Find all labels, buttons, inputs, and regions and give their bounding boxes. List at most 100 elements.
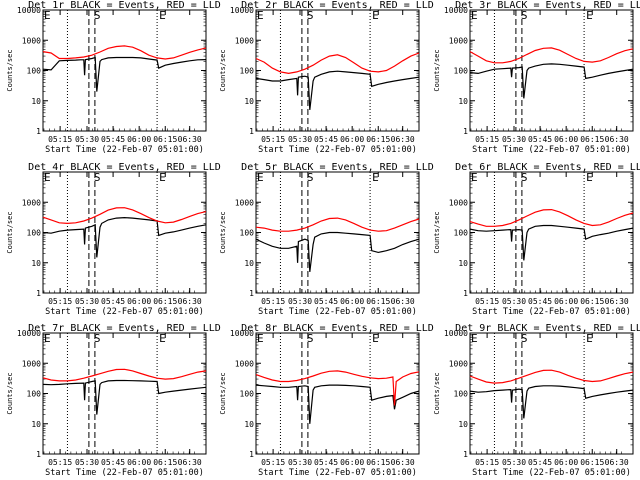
x-tick-label: 06:00 [127,458,151,467]
y-tick-label: 100 [27,67,42,76]
marker-label: E [586,9,593,22]
y-tick-label: 1000 [22,36,41,45]
x-tick-label: 06:30 [605,458,629,467]
marker-label: S [521,332,528,345]
y-tick-label: 1 [249,289,254,298]
x-tick-label: 06:30 [178,458,202,467]
marker-label: E [257,171,264,184]
x-tick-label: 06:30 [391,458,415,467]
y-tick-label: 1 [463,450,468,459]
x-tick-label: 05:30 [288,297,312,306]
x-tick-label: 06:30 [178,135,202,144]
x-tick-label: 05:15 [48,297,72,306]
x-tick-label: 06:15 [366,297,390,306]
y-tick-label: 100 [454,390,469,399]
y-tick-label: 10000 [17,329,41,338]
y-tick-label: 10 [458,259,468,268]
y-tick-label: 1000 [235,359,254,368]
marker-label: S [94,332,101,345]
x-tick-label: 05:45 [528,135,552,144]
x-tick-label: 05:15 [475,135,499,144]
y-tick-label: 10 [244,420,254,429]
x-tick-label: 05:15 [475,297,499,306]
lld-series-line [255,52,420,75]
x-tick-label: 06:15 [366,135,390,144]
x-tick-label: 05:15 [261,458,285,467]
marker-label: E [471,9,478,22]
y-tick-label: 1000 [449,36,468,45]
marker-label: E [257,9,264,22]
panel-title: Det 7r BLACK = Events, RED = LLD [28,323,221,334]
events-series-line [42,216,207,258]
x-tick-label: 06:30 [605,297,629,306]
x-tick-label: 05:45 [101,297,125,306]
marker-label: S [521,9,528,22]
x-tick-label: 06:00 [554,458,578,467]
x-tick-label: 06:00 [127,297,151,306]
x-tick-label: 05:30 [288,458,312,467]
y-tick-label: 100 [27,390,42,399]
y-tick-label: 10000 [17,6,41,15]
x-axis-label: Start Time (22-Feb-07 05:01:00) [258,468,417,478]
x-tick-label: 06:15 [153,297,177,306]
panel-det-7: Det 7r BLACK = Events, RED = LLD10000100… [6,323,221,478]
marker-label: E [372,9,379,22]
y-axis-label: Counts/sec [219,49,227,91]
panel-det-3: Det 3r BLACK = Events, RED = LLD10000100… [433,0,640,155]
lld-series-line [42,368,207,382]
panel-title: Det 4r BLACK = Events, RED = LLD [28,162,221,173]
x-tick-label: 06:00 [340,458,364,467]
x-axis-label: Start Time (22-Feb-07 05:01:00) [45,307,204,317]
y-axis-label: Counts/sec [6,211,14,253]
marker-label: E [159,332,166,345]
y-tick-label: 1000 [235,36,254,45]
panel-title: Det 6r BLACK = Events, RED = LLD [455,162,640,173]
x-axis-label: Start Time (22-Feb-07 05:01:00) [472,468,631,478]
x-tick-label: 05:30 [502,458,526,467]
marker-label: E [257,332,264,345]
x-tick-label: 06:15 [580,135,604,144]
y-tick-label: 10000 [230,329,254,338]
marker-label: S [94,9,101,22]
marker-label: S [307,9,314,22]
x-tick-label: 06:15 [580,458,604,467]
panel-title: Det 8r BLACK = Events, RED = LLD [241,323,434,334]
x-tick-label: 06:30 [391,297,415,306]
lld-series-line [469,208,634,227]
x-tick-label: 05:45 [314,297,338,306]
y-tick-label: 1000 [449,359,468,368]
marker-label: E [372,171,379,184]
y-tick-label: 100 [240,229,255,238]
marker-label: E [44,332,51,345]
x-tick-label: 05:15 [48,458,72,467]
y-axis-label: Counts/sec [219,211,227,253]
lld-series-line [42,207,207,225]
marker-label: E [44,9,51,22]
x-tick-label: 06:15 [580,297,604,306]
events-series-line [469,63,634,99]
y-axis-label: Counts/sec [433,49,441,91]
panel-det-5: Det 5r BLACK = Events, RED = LLD 1000 100 1… [219,162,434,317]
y-tick-label: 100 [454,229,469,238]
x-tick-label: 06:00 [340,297,364,306]
panel-det-8: Det 8r BLACK = Events, RED = LLD10000100… [219,323,434,478]
y-tick-label: 1000 [235,198,254,207]
marker-label: E [159,9,166,22]
lld-series-line [255,370,420,406]
lld-series-line [255,217,420,232]
marker-label: E [159,171,166,184]
x-tick-label: 05:30 [288,135,312,144]
y-tick-label: 1 [249,127,254,136]
events-series-line [469,385,634,419]
y-axis-label: Counts/sec [6,372,14,414]
x-tick-label: 05:30 [75,458,99,467]
marker-label: E [471,171,478,184]
events-series-line [42,379,207,415]
y-tick-label: 100 [240,390,255,399]
panel-title: Det 5r BLACK = Events, RED = LLD [241,162,434,173]
y-tick-label: 10 [31,420,41,429]
panel-det-2: Det 2r BLACK = Events, RED = LLD10000100… [219,0,434,155]
marker-label: S [521,171,528,184]
marker-label: E [586,332,593,345]
lld-series-line [469,369,634,384]
